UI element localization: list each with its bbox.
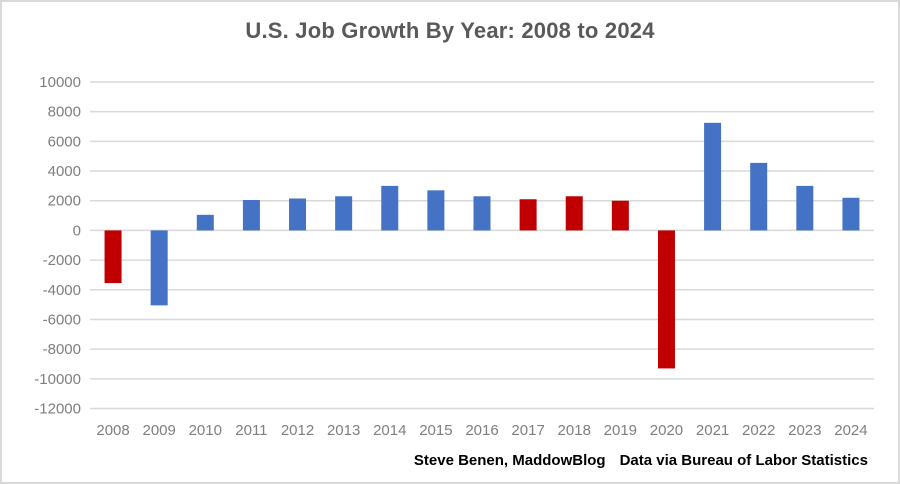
x-axis-label: 2008 xyxy=(96,422,129,439)
bar-2011 xyxy=(242,199,260,231)
x-axis-label: 2017 xyxy=(511,422,544,439)
y-axis-tick: 2000 xyxy=(48,193,81,210)
x-axis-label: 2020 xyxy=(650,422,683,439)
y-axis-tick: -12000 xyxy=(34,401,81,418)
bar-2012 xyxy=(289,198,307,231)
bar-2017 xyxy=(519,199,537,231)
y-axis-tick: -10000 xyxy=(34,371,81,388)
bar-2016 xyxy=(473,196,491,231)
x-axis-label: 2019 xyxy=(604,422,637,439)
bar-2024 xyxy=(842,197,860,231)
x-axis-label: 2010 xyxy=(189,422,222,439)
y-axis-tick: 8000 xyxy=(48,104,81,121)
y-axis-tick: 4000 xyxy=(48,163,81,180)
y-axis-tick: 0 xyxy=(73,222,81,239)
bar-2013 xyxy=(335,196,353,231)
credit-line: Steve Benen, MaddowBlog Data via Bureau … xyxy=(414,452,868,469)
x-axis-label: 2023 xyxy=(788,422,821,439)
x-axis-label: 2009 xyxy=(142,422,175,439)
x-axis-label: 2021 xyxy=(696,422,729,439)
y-axis-tick: -6000 xyxy=(43,311,81,328)
bar-2022 xyxy=(750,162,768,231)
bar-2019 xyxy=(611,200,629,231)
credit-source: Data via Bureau of Labor Statistics xyxy=(619,452,868,469)
bar-2015 xyxy=(427,190,445,231)
bar-2021 xyxy=(704,122,722,231)
credit-author: Steve Benen, MaddowBlog xyxy=(413,452,606,469)
x-axis-label: 2014 xyxy=(373,422,406,439)
bar-2008 xyxy=(104,230,122,284)
x-axis-label: 2015 xyxy=(419,422,452,439)
x-axis-label: 2018 xyxy=(558,422,591,439)
y-axis-tick: 6000 xyxy=(48,133,81,150)
bar-2010 xyxy=(196,214,214,231)
y-axis-tick: -8000 xyxy=(43,341,81,358)
y-axis-tick: 10000 xyxy=(39,74,81,91)
bar-2009 xyxy=(150,230,168,306)
x-axis-label: 2013 xyxy=(327,422,360,439)
y-axis-tick: -2000 xyxy=(43,252,81,269)
x-axis-label: 2024 xyxy=(834,422,867,439)
bar-2023 xyxy=(796,185,814,231)
x-axis-label: 2022 xyxy=(742,422,775,439)
chart-title: U.S. Job Growth By Year: 2008 to 2024 xyxy=(245,18,655,43)
x-axis-label: 2011 xyxy=(235,422,267,439)
y-axis-tick: -4000 xyxy=(43,282,81,299)
bar-2020 xyxy=(657,230,675,369)
bar-2018 xyxy=(565,196,583,231)
bar-2014 xyxy=(381,185,399,231)
x-axis-label: 2012 xyxy=(281,422,314,439)
x-axis-label: 2016 xyxy=(465,422,498,439)
